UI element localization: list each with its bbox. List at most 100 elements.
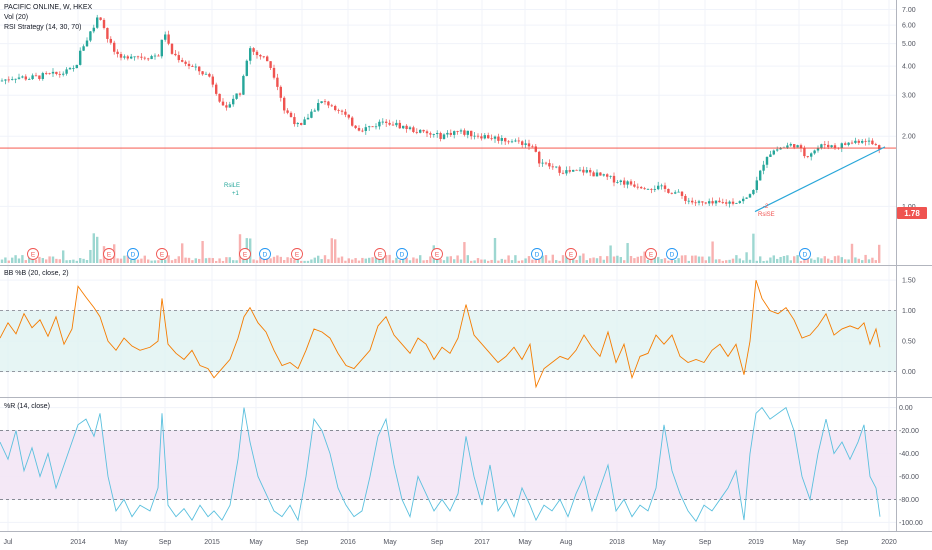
candle-body — [340, 110, 344, 112]
candle-body — [381, 121, 384, 123]
candle-body — [85, 40, 89, 47]
candle-body — [606, 174, 609, 177]
volume-bar — [442, 260, 446, 263]
candle-body — [728, 201, 731, 204]
bb-tick-label: 0.50 — [902, 339, 916, 346]
event-marker-label: E — [160, 251, 165, 258]
volume-bar — [143, 255, 146, 263]
dividend-marker[interactable] — [396, 248, 408, 260]
volume-bar — [453, 259, 456, 263]
candle-body — [181, 60, 184, 62]
earnings-marker[interactable] — [291, 248, 303, 260]
dividend-marker[interactable] — [127, 248, 139, 260]
candle-body — [51, 71, 55, 74]
volume-bar — [310, 259, 313, 263]
candle-body — [211, 76, 214, 85]
candle-body — [436, 132, 439, 135]
volume-bar — [527, 256, 531, 263]
dividend-marker[interactable] — [259, 248, 271, 260]
x-tick-label: 2016 — [340, 539, 356, 546]
earnings-marker[interactable] — [239, 248, 251, 260]
wr-legend[interactable]: %R (14, close) — [4, 403, 50, 410]
dividend-marker[interactable] — [799, 248, 811, 260]
candle-body — [177, 55, 180, 61]
earnings-marker[interactable] — [431, 248, 443, 260]
dividend-marker[interactable] — [666, 248, 678, 260]
volume-bar — [208, 257, 211, 263]
volume-bar — [405, 257, 408, 263]
volume-bar — [816, 257, 820, 263]
candle-body — [164, 34, 167, 40]
candle-body — [235, 93, 238, 99]
candle-body — [735, 202, 738, 204]
volume-bar — [181, 243, 184, 263]
williams-r-line[interactable] — [0, 406, 881, 523]
rsise-signal-label: RsiSE — [758, 212, 775, 218]
event-marker-label: E — [569, 251, 574, 258]
earnings-marker[interactable] — [565, 248, 577, 260]
candle-body — [432, 134, 435, 135]
volume-bar — [422, 260, 425, 263]
vol-legend[interactable]: Vol (20) — [4, 14, 29, 21]
candle-body — [789, 144, 792, 146]
candle-body — [820, 144, 823, 149]
volume-bar — [497, 260, 500, 263]
volume-bar — [323, 255, 327, 263]
trend-line[interactable] — [754, 146, 886, 213]
x-tick-label: Sep — [836, 539, 849, 546]
x-tick-label: 2017 — [474, 539, 490, 546]
candle-body — [4, 79, 7, 81]
volume-bar — [45, 259, 48, 263]
candle-body — [453, 131, 456, 135]
candle-body — [228, 104, 231, 108]
volume-bar — [636, 256, 639, 263]
candle-body — [167, 34, 170, 44]
earnings-marker[interactable] — [374, 248, 386, 260]
earnings-marker[interactable] — [103, 248, 115, 260]
volume-bar — [194, 258, 197, 263]
rsi-legend[interactable]: RSI Strategy (14, 30, 70) — [4, 24, 82, 31]
volume-bar — [694, 255, 697, 263]
dividend-marker[interactable] — [531, 248, 543, 260]
candle-body — [684, 195, 687, 201]
volume-bar — [150, 260, 153, 263]
main-pane[interactable] — [0, 0, 896, 265]
volume-bar — [133, 257, 136, 263]
volume-bar — [164, 259, 167, 263]
earnings-marker[interactable] — [27, 248, 39, 260]
candle-body — [772, 150, 775, 155]
volume-bar — [51, 256, 55, 263]
volume-bar — [687, 260, 690, 263]
candle-body — [327, 101, 330, 106]
candle-body — [385, 121, 388, 123]
time-scale[interactable]: Jul 2014 May Sep 2015 May Sep 2016 May Sep 2017 May… — [4, 539, 897, 546]
volume-bar — [211, 258, 214, 263]
candle-body — [701, 201, 704, 203]
candle-body — [653, 189, 656, 190]
main-legend[interactable]: PACIFIC ONLINE, W, HKEX Vol (20) RSI Str… — [4, 3, 92, 33]
candle-body — [130, 56, 133, 59]
volume-bar — [667, 260, 670, 263]
candle-body — [490, 138, 493, 140]
earnings-marker[interactable] — [645, 248, 657, 260]
bb-legend[interactable]: BB %B (20, close, 2) — [4, 270, 69, 277]
volume-bar — [266, 258, 269, 263]
volume-bar — [762, 260, 765, 263]
candle-body — [187, 63, 191, 67]
candle-body — [99, 17, 102, 20]
candle-body — [442, 134, 446, 139]
candle-body — [786, 145, 789, 148]
volume-bar — [24, 260, 27, 263]
x-tick-label: Sep — [431, 539, 444, 546]
main-legend-title[interactable]: PACIFIC ONLINE, W, HKEX — [4, 4, 93, 11]
candle-body — [548, 163, 551, 167]
volume-bar — [558, 260, 561, 263]
bb-percent-b-line[interactable] — [0, 280, 881, 389]
candle-body — [527, 143, 531, 147]
earnings-marker[interactable] — [156, 248, 168, 260]
price-scales[interactable]: 7.006.005.004.003.002.001.001.501.000.50… — [899, 7, 923, 527]
candle-body — [847, 142, 850, 145]
